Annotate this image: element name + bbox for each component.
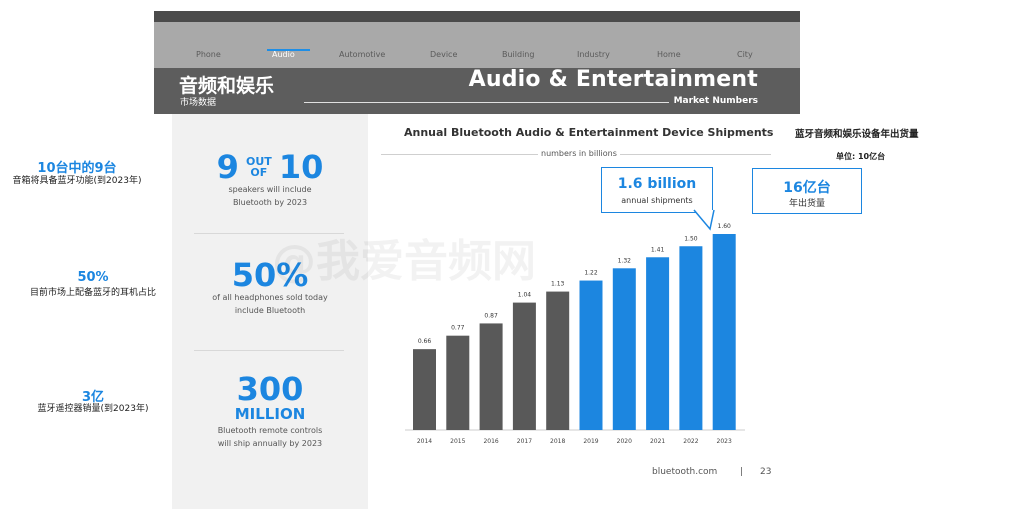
nav-bar: Phone Audio Automotive Device Building I… [154,22,800,68]
stats-panel: 9 OUT OF 10 speakers will include Blueto… [172,114,368,509]
stat-2-headline: 50% [231,256,309,294]
bar-value-label: 0.77 [451,325,465,332]
callout-en-pointer [693,209,715,231]
bar-value-label: 1.60 [718,223,732,230]
nav-item-device[interactable]: Device [430,50,458,59]
x-tick-label: 2017 [517,438,532,445]
bar-2022 [679,246,703,430]
bar-value-label: 1.13 [551,281,565,288]
cn-note-3-headline: 3亿 [81,390,105,405]
chart-title: Annual Bluetooth Audio & Entertainment D… [404,126,774,139]
x-tick-label: 2022 [683,438,698,445]
cn-chart-title: 蓝牙音频和娱乐设备年出货量 [795,129,919,140]
callout-cn-value: 16亿台 [783,180,831,196]
callout-en: 1.6 billion annual shipments [601,167,713,213]
header-top-strip [154,11,800,22]
bar-chart: 0.66 2014 0.77 2015 0.87 2016 1.04 2017 1.13 2018… [405,223,745,445]
bar-2016 [479,323,503,430]
bar-2019 [579,280,603,430]
nav-item-city[interactable]: City [737,50,753,59]
cn-note-2-headline: 50% [77,270,109,285]
x-tick-label: 2019 [583,438,598,445]
x-tick-label: 2021 [650,438,665,445]
stat-divider [194,233,344,234]
nav-active-underline [267,49,310,51]
chart-unit-label: numbers in billions [538,149,620,158]
callout-cn-text: 年出货量 [788,199,825,209]
bar-value-label: 0.87 [484,312,498,319]
bar-2023 [712,234,736,430]
nav-item-industry[interactable]: Industry [577,50,610,59]
cn-page-title: 音频和娱乐 [179,75,275,97]
x-tick-label: 2020 [617,438,632,445]
callout-en-text: annual shipments [621,196,693,205]
watermark: @我爱音频网 [272,236,536,287]
cn-note-3-text: 蓝牙遥控器销量(到2023年) [37,404,149,414]
cn-note-1-text: 音箱将具备蓝牙功能(到2023年) [12,176,142,186]
x-tick-label: 2016 [483,438,498,445]
stat-1-text: speakers will include Bluetooth by 2023 [228,185,312,207]
footer-brand: bluetooth.com [652,467,718,477]
cn-page-subtitle: 市场数据 [180,98,217,108]
bar-value-label: 1.50 [684,235,698,242]
stat-2-text: of all headphones sold today include Blu… [212,293,328,315]
bar-2015 [446,335,470,430]
bar-2020 [612,268,636,430]
stat-divider [194,350,344,351]
title-rule [304,102,669,103]
stat-3-headline: 300 [236,370,304,408]
bar-value-label: 0.66 [418,338,432,345]
nav-item-phone[interactable]: Phone [196,50,221,59]
bar-value-label: 1.22 [584,270,598,277]
bar-2017 [512,302,536,430]
bar-value-label: 1.32 [618,257,632,264]
stat-3-headline-unit: MILLION [234,405,306,423]
nav-item-automotive[interactable]: Automotive [339,50,386,59]
cn-note-1-headline: 10台中的9台 [37,161,117,176]
page-subtitle: Market Numbers [673,96,758,106]
x-tick-label: 2023 [717,438,732,445]
x-tick-label: 2014 [417,438,432,445]
footer-separator: | [740,467,744,477]
callout-en-value: 1.6 billion [617,176,697,192]
x-tick-label: 2018 [550,438,565,445]
page-title: Audio & Entertainment [468,67,758,92]
stat-1-headline: 9 OUT OF 10 [216,148,324,186]
nav-item-audio[interactable]: Audio [272,50,295,59]
callout-cn: 16亿台 年出货量 [752,168,862,214]
stat-3-text: Bluetooth remote controls will ship annu… [217,426,323,448]
bar-value-label: 1.41 [651,246,665,253]
x-tick-label: 2015 [450,438,465,445]
cn-note-2-text: 目前市场上配备蓝牙的耳机占比 [29,288,156,298]
bar-value-label: 1.04 [518,292,532,299]
nav-item-building[interactable]: Building [502,50,535,59]
page-number: 23 [760,467,772,477]
cn-chart-unit: 单位: 10亿台 [836,152,886,161]
bar-2018 [546,291,570,430]
bar-2014 [413,349,436,430]
nav-item-home[interactable]: Home [657,50,681,59]
header-band: Phone Audio Automotive Device Building I… [154,11,800,114]
bar-2021 [646,257,670,430]
